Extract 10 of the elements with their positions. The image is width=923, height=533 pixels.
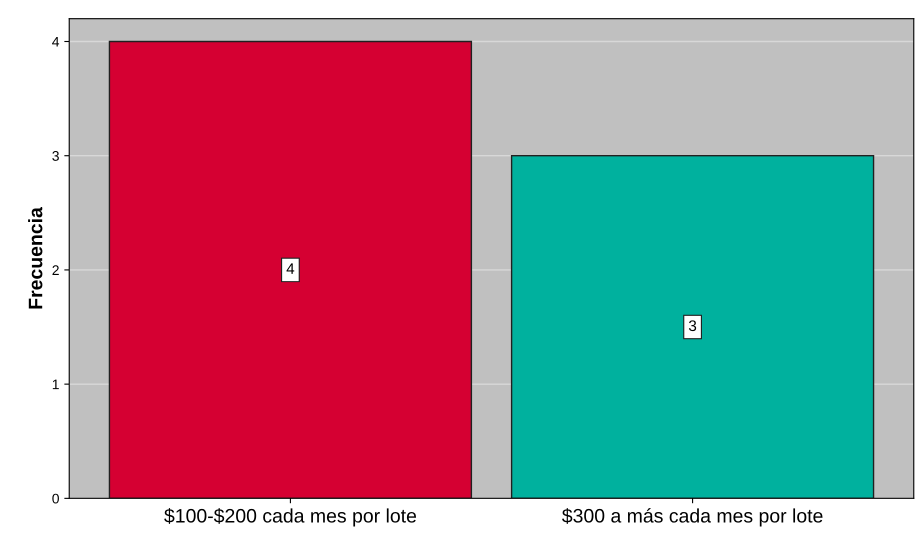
y-tick-label: 2 [52, 265, 59, 275]
data-label: 4 [286, 263, 294, 274]
x-tick-label: $300 a más cada mes por lote [562, 508, 823, 527]
y-tick-label: 3 [52, 151, 59, 161]
y-tick-label: 0 [52, 494, 59, 504]
y-axis-title: Frecuencia [28, 207, 42, 309]
y-tick-label: 4 [52, 36, 60, 47]
x-tick-label: $100-$200 cada mes por lote [164, 508, 416, 527]
data-label: 3 [688, 320, 696, 332]
y-tick-label: 1 [52, 380, 59, 390]
